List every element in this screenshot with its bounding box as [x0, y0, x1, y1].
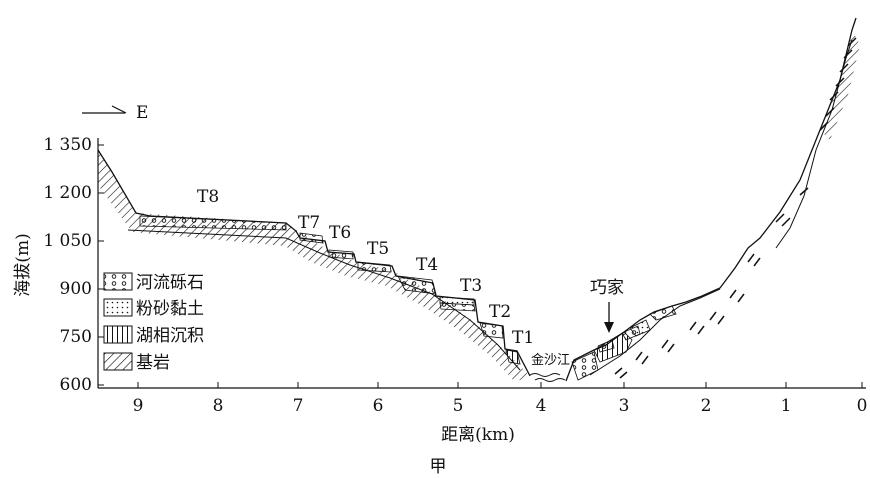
terrace-label: T4 — [416, 255, 438, 275]
y-tick-label: 750 — [60, 327, 92, 347]
river-label: 金沙江 — [531, 352, 570, 368]
direction-label: E — [136, 103, 148, 123]
x-tick-label: 4 — [536, 396, 547, 416]
y-tick-label: 1 200 — [43, 183, 92, 203]
x-tick-label: 7 — [293, 396, 304, 416]
x-tick-label: 9 — [133, 396, 144, 416]
legend-swatch-silt — [103, 298, 133, 317]
x-tick-label: 0 — [857, 396, 868, 416]
river: 金沙江 — [529, 352, 570, 382]
terrace-label: T6 — [329, 223, 351, 243]
terrace-label: T2 — [489, 302, 511, 322]
terrace-label: T3 — [460, 276, 482, 296]
terrace-deposits — [139, 215, 521, 365]
legend: 河流砾石 粉砂黏土 湖相沉积 基岩 — [103, 272, 204, 373]
y-axis-title: 海拔(m) — [13, 233, 33, 296]
legend-label: 河流砾石 — [136, 273, 204, 293]
x-tick-label: 3 — [619, 396, 630, 416]
y-tick-label: 1 050 — [43, 231, 92, 251]
bedrock-marks-right — [614, 37, 857, 379]
x-tick-label: 2 — [701, 396, 712, 416]
terrace-labels: T8 T7 T6 T5 T4 T3 T2 T1 — [197, 187, 534, 348]
legend-label: 基岩 — [136, 353, 170, 373]
y-tick-marks — [98, 144, 104, 386]
y-tick-label: 900 — [60, 279, 92, 299]
legend-label: 粉砂黏土 — [136, 299, 204, 319]
axes: 1 350 1 200 1 050 900 750 600 9 8 7 6 5 … — [13, 135, 867, 445]
terrace-label: T8 — [197, 187, 219, 207]
x-tick-label: 6 — [373, 396, 384, 416]
legend-swatch-gravel — [103, 272, 133, 291]
direction-arrow: E — [82, 103, 148, 123]
x-tick-label: 8 — [213, 396, 224, 416]
right-profile-lower — [589, 288, 721, 376]
legend-label: 湖相沉积 — [136, 326, 204, 346]
x-tick-label: 1 — [781, 396, 792, 416]
terrace-label: T7 — [298, 213, 320, 233]
place-marker: 巧家 — [590, 278, 624, 333]
bedrock-band-left — [98, 150, 530, 382]
legend-swatch-bedrock — [103, 352, 133, 371]
place-label: 巧家 — [590, 278, 624, 298]
terrace-label: T1 — [512, 328, 534, 348]
legend-swatch-lake — [103, 325, 133, 344]
y-tick-label: 1 350 — [43, 135, 92, 155]
terrace-label: T5 — [367, 239, 389, 259]
qiaojia-deposits — [571, 305, 677, 381]
x-axis-title: 距离(km) — [441, 425, 515, 445]
y-tick-label: 600 — [60, 375, 92, 395]
x-tick-label: 5 — [453, 396, 464, 416]
figure-caption: 甲 — [430, 457, 447, 477]
bedrock-band-right — [820, 30, 860, 140]
x-tick-marks — [137, 382, 863, 388]
